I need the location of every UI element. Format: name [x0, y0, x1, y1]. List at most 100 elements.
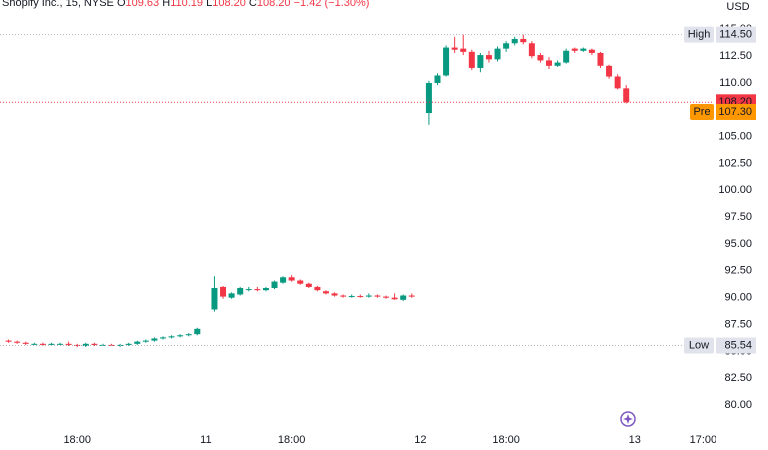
candle-body — [57, 343, 64, 345]
replay-icon-star — [623, 414, 633, 424]
y-tick-label: 92.50 — [724, 265, 752, 277]
symbol: Shopify Inc., 15, NYSE — [2, 0, 114, 9]
y-tick-label: 95.00 — [724, 238, 752, 250]
candle-body — [220, 286, 227, 297]
currency: USD — [726, 1, 749, 13]
price-tag-bg — [716, 26, 756, 43]
candle-body — [391, 297, 398, 300]
candle-body — [125, 343, 132, 345]
candle-body — [434, 75, 441, 83]
axes: 80.0082.5085.0087.5090.0092.5095.0097.50… — [684, 23, 756, 411]
y-tick-label: 102.50 — [718, 157, 752, 169]
candle-body — [159, 337, 166, 339]
price-tag-bg — [716, 337, 756, 354]
candle-body — [400, 295, 407, 300]
candle-body — [408, 295, 415, 297]
price-tag-bg — [716, 103, 756, 120]
candle-body — [74, 344, 81, 346]
candle-body — [151, 338, 158, 341]
candle-body — [305, 283, 312, 287]
price-tag-name: Pre — [693, 106, 710, 118]
candle-body — [280, 277, 287, 283]
y-tick-label: 110.00 — [719, 77, 752, 89]
price-tag-name: Low — [689, 339, 709, 351]
candle-body — [228, 293, 235, 298]
candle-body — [503, 43, 510, 49]
candle-body — [485, 55, 492, 60]
candle-body — [194, 328, 201, 335]
price-tag-name-bg — [684, 337, 714, 354]
candle-body — [168, 336, 175, 338]
open-value: 109.63 — [126, 0, 160, 9]
low-value: 108.20 — [212, 0, 246, 9]
candle-body — [443, 47, 450, 76]
x-tick-label: 18:00 — [492, 434, 520, 446]
high-value: 110.19 — [170, 0, 203, 9]
y-tick-label: 90.00 — [724, 292, 752, 304]
candle-body — [31, 343, 38, 345]
x-tick-label: 18:00 — [63, 434, 91, 446]
candle-body — [5, 340, 12, 342]
y-tick-label: 80.00 — [724, 399, 752, 411]
candle-body — [340, 295, 347, 297]
candle-body — [314, 286, 321, 291]
candle-body — [262, 288, 269, 291]
candle-body — [177, 335, 184, 337]
candle-body — [451, 47, 458, 50]
candle-body — [271, 281, 278, 289]
candle-body — [22, 342, 29, 344]
candle-body — [357, 296, 364, 298]
x-tick-label: 18:00 — [278, 434, 306, 446]
x-tick-label: 13 — [629, 434, 641, 446]
y-tick-label: 112.50 — [719, 50, 752, 62]
price-axis-panel — [716, 0, 768, 450]
candle-body — [580, 48, 587, 51]
x-tick-label: 11 — [200, 434, 211, 446]
y-tick-label: 82.50 — [724, 372, 752, 384]
y-tick-label: 100.00 — [718, 184, 752, 196]
candle-body — [546, 60, 553, 66]
plot-area: 18:00 11 18:00 12 18:00 13 17:00 — [0, 34, 718, 446]
candle-body — [39, 343, 46, 345]
close-value: 108.20 — [257, 0, 291, 9]
candle-body — [614, 76, 621, 89]
candle-body — [571, 48, 578, 51]
candle-body — [82, 343, 89, 346]
candle-body — [520, 38, 527, 43]
candle-body — [468, 51, 475, 68]
x-tick-label: 12 — [414, 434, 426, 446]
open-label: O — [117, 0, 126, 9]
candle-body — [528, 43, 535, 57]
candle-body — [365, 295, 372, 297]
y-tick-label: 105.00 — [718, 131, 752, 143]
high-label: H — [162, 0, 170, 9]
chart-header: Shopify Inc., 15, NYSE O109.63 H110.19 L… — [2, 0, 369, 9]
candle-body — [494, 48, 501, 60]
candle-body — [374, 295, 381, 297]
candle-body — [288, 277, 295, 281]
y-tick-label: 87.50 — [724, 318, 752, 330]
candle-body — [477, 55, 484, 68]
price-tag-value: 107.30 — [718, 106, 752, 118]
low-label: L — [206, 0, 212, 9]
candle-body — [554, 62, 561, 66]
candle-body — [597, 52, 604, 66]
candle-body — [65, 343, 72, 345]
candle-body — [134, 341, 141, 344]
candle-body — [623, 88, 630, 103]
replay-icon[interactable] — [620, 411, 636, 427]
price-tag-name-bg — [690, 103, 714, 120]
candle-body — [588, 49, 595, 53]
candle-body — [211, 288, 218, 310]
x-tick-label: 17:00 — [690, 434, 718, 446]
candle-body — [460, 48, 467, 52]
candle-body — [563, 50, 570, 63]
change: −1.42 (−1.30%) — [294, 0, 370, 9]
candle-body — [185, 334, 192, 336]
candle-body — [297, 280, 304, 284]
price-tag-value: 85.54 — [724, 339, 752, 351]
candle-body — [142, 340, 149, 342]
candle-body — [237, 288, 244, 295]
candle-body — [606, 65, 613, 77]
